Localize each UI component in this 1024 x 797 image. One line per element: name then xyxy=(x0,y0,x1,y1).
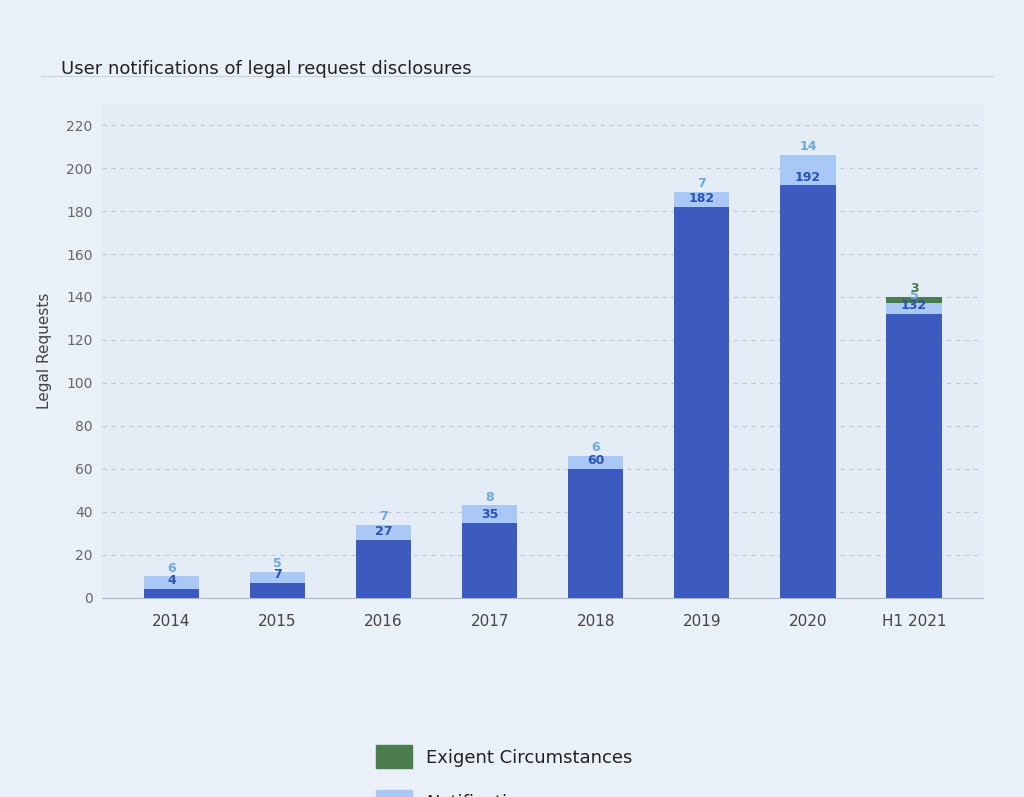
Text: 5: 5 xyxy=(909,289,919,302)
Text: 5: 5 xyxy=(273,557,282,570)
Bar xyxy=(674,192,729,206)
Bar xyxy=(356,540,412,598)
Text: 14: 14 xyxy=(799,140,817,154)
Bar xyxy=(674,206,729,598)
Text: User notifications of legal request disclosures: User notifications of legal request disc… xyxy=(61,60,472,78)
Text: 7: 7 xyxy=(273,568,282,581)
Bar xyxy=(143,576,199,589)
Bar xyxy=(568,456,624,469)
Bar xyxy=(780,155,836,185)
Bar xyxy=(780,185,836,598)
Bar xyxy=(250,583,305,598)
Text: 35: 35 xyxy=(481,508,499,520)
Y-axis label: Legal Requests: Legal Requests xyxy=(37,292,52,409)
Bar xyxy=(887,297,942,304)
Bar xyxy=(887,314,942,598)
Text: 7: 7 xyxy=(697,177,707,190)
Bar xyxy=(462,505,517,523)
Text: 7: 7 xyxy=(379,510,388,523)
Bar xyxy=(356,524,412,540)
Text: 182: 182 xyxy=(689,192,715,205)
Text: 6: 6 xyxy=(592,442,600,454)
Bar xyxy=(462,523,517,598)
Bar xyxy=(568,469,624,598)
Text: 132: 132 xyxy=(901,300,927,312)
Text: 6: 6 xyxy=(167,562,176,575)
Text: 27: 27 xyxy=(375,525,392,538)
Text: 8: 8 xyxy=(485,491,494,504)
Text: 3: 3 xyxy=(909,282,919,295)
Text: 4: 4 xyxy=(167,575,176,587)
Bar xyxy=(887,304,942,314)
Text: 60: 60 xyxy=(587,454,604,467)
Bar xyxy=(250,572,305,583)
Bar xyxy=(143,589,199,598)
Legend: Exigent Circumstances, Notification, Gag Order: Exigent Circumstances, Notification, Gag… xyxy=(376,745,633,797)
Text: 192: 192 xyxy=(795,171,821,183)
